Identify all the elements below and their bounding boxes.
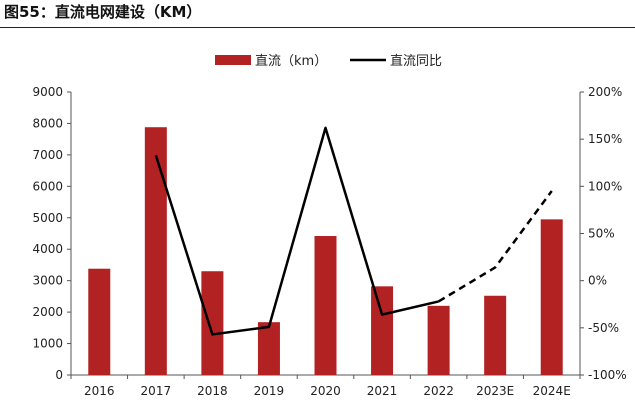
yoy-line-solid [154,126,439,336]
bar [484,295,507,375]
y-left-tick-label: 5000 [32,211,63,225]
x-tick-label: 2023E [476,384,514,398]
x-tick-label: 2016 [84,384,115,398]
x-tick-label: 2024E [533,384,571,398]
y-left-tick-label: 9000 [32,85,63,99]
y-right-tick-label: 50% [588,227,615,241]
y-left-tick-label: 6000 [32,179,63,193]
y-left-tick-label: 1000 [32,337,63,351]
x-tick-label: 2018 [197,384,228,398]
y-left-tick-label: 2000 [32,305,63,319]
y-right-tick-label: 0% [588,274,607,288]
legend-bar-label: 直流（km） [255,54,327,69]
x-tick-label: 2022 [423,384,454,398]
y-right-tick-label: -50% [588,321,619,335]
y-right-tick-label: 200% [588,85,622,99]
bar [257,322,280,375]
y-right-tick-label: 150% [588,132,622,146]
y-left-tick-label: 8000 [32,116,63,130]
y-right-tick-label: 100% [588,179,622,193]
bar [201,271,224,375]
y-left-tick-label: 0 [55,368,63,382]
y-left-tick-label: 3000 [32,274,63,288]
figure-title: 图55：直流电网建设（KM） [4,3,202,21]
y-left-tick-label: 7000 [32,148,63,162]
x-tick-label: 2020 [310,384,341,398]
x-tick-label: 2021 [367,384,398,398]
bar [314,236,337,375]
bar [427,305,450,375]
x-tick-label: 2017 [141,384,172,398]
bar [540,219,563,375]
yoy-line-dashed [437,190,553,303]
x-tick-label: 2019 [254,384,285,398]
bar [144,127,167,376]
y-left-tick-label: 4000 [32,242,63,256]
y-right-tick-label: -100% [588,368,627,382]
legend-bar-swatch [215,55,251,65]
title-rule [0,27,635,28]
bar [371,286,394,375]
bar [88,268,111,375]
legend-line-label: 直流同比 [390,54,442,69]
